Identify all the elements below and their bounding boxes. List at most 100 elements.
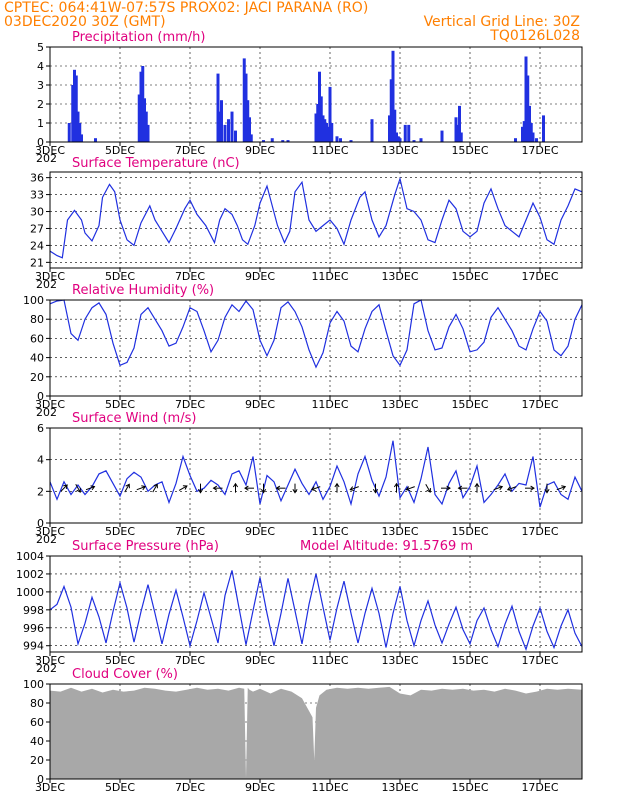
precip-bar <box>389 79 393 142</box>
x-tick-label: 17DEC <box>521 270 558 283</box>
precip-bar <box>330 123 334 142</box>
panels: 0 1 2 3 4 5 3DEC 5DEC 7DEC 9DEC 11DEC 13DEC 15DEC 17D… <box>16 30 583 794</box>
precip-bar <box>388 115 391 142</box>
x-tick-label: 5DEC <box>105 654 135 667</box>
x-tick-label: 13DEC <box>381 270 418 283</box>
header-grid-note: Vertical Grid Line: 30Z <box>424 14 580 30</box>
precip-bar <box>270 138 274 142</box>
precip-bar <box>216 73 220 142</box>
precip-bar <box>398 138 402 142</box>
precip-bar <box>542 115 545 142</box>
precip-bar <box>78 123 82 142</box>
header-model-id: TQ0126L028 <box>489 28 580 44</box>
wind-arrow <box>372 483 379 494</box>
precip-bar <box>262 140 265 142</box>
y-tick-label: 1 <box>37 117 44 130</box>
x-tick-label: 13DEC <box>381 144 418 157</box>
precip-bar <box>528 105 531 142</box>
panel-frame <box>49 171 583 269</box>
wind-arrow <box>474 482 480 493</box>
x-tick-label: 15DEC <box>451 525 488 538</box>
x-tick-label: 5DEC <box>105 781 135 794</box>
precip-bar <box>223 124 227 142</box>
wind-arrow-shaft <box>124 484 130 493</box>
precip-bar <box>146 124 150 142</box>
precip-bar <box>220 100 223 142</box>
precip-bar <box>328 86 332 142</box>
panel-title: Surface Temperature (nC) <box>72 156 240 171</box>
precip-bar <box>407 124 411 142</box>
precip-bar <box>80 134 83 142</box>
panel-title: Precipitation (mm/h) <box>72 30 205 45</box>
wind-arrow <box>349 486 359 492</box>
cloud-cover-area <box>50 686 582 779</box>
precip-bar <box>71 85 75 142</box>
wind-arrow <box>292 483 298 494</box>
y-tick-label: 100 <box>23 294 44 307</box>
wind-arrow-head <box>405 486 411 492</box>
wind-arrow-head <box>393 482 400 488</box>
panel-0: 0 1 2 3 4 5 3DEC 5DEC 7DEC 9DEC 11DEC 13DEC 15DEC 17D… <box>35 30 583 165</box>
wind-arrow <box>244 485 254 491</box>
precip-bar <box>227 119 230 142</box>
precip-bar <box>403 124 407 142</box>
wind-arrow-head <box>125 483 130 489</box>
wind-arrow-head <box>426 488 431 493</box>
precip-bar <box>521 126 524 142</box>
wind-arrow <box>152 483 158 493</box>
y-tick-label: 21 <box>30 256 44 269</box>
precip-bar <box>458 105 461 142</box>
y-tick-label: 1002 <box>16 568 44 581</box>
wind-arrow <box>85 485 96 491</box>
precip-bar <box>286 140 290 142</box>
x-tick-label: 17DEC <box>521 525 558 538</box>
precip-bar <box>419 138 423 142</box>
y-tick-label: 2 <box>37 98 44 111</box>
wind-arrow-shaft <box>178 485 188 491</box>
y-tick-label: 998 <box>23 604 44 617</box>
precip-bar <box>396 136 400 142</box>
wind-arrow-shaft <box>85 486 95 491</box>
x-tick-label: 3DEC <box>35 270 65 283</box>
wind-arrow-head <box>141 485 147 491</box>
panel-5: 0 20 40 60 80 100 3DEC 5DEC 7DEC 9DEC 11DEC 13DEC 15… <box>23 667 583 794</box>
panel-title: Cloud Cover (%) <box>72 667 178 682</box>
x-tick-label: 15DEC <box>451 270 488 283</box>
wind-arrow <box>334 482 340 493</box>
wind-arrow-head <box>446 485 451 491</box>
wind-arrow-head <box>212 485 218 491</box>
precip-bar <box>535 138 538 142</box>
y-tick-label: 0 <box>37 136 44 149</box>
wind-arrow-head <box>561 485 567 491</box>
wind-arrow-head <box>182 485 188 490</box>
panel-1: 21 24 27 30 33 36 3DEC 5DEC 7DEC 9DEC 11DEC 13DEC 15… <box>30 156 583 291</box>
wind-arrow <box>136 485 147 491</box>
wind-arrow-head <box>457 485 463 491</box>
x-tick-label: 15DEC <box>451 654 488 667</box>
precip-bar <box>339 138 342 142</box>
wind-arrow-shaft <box>152 484 158 493</box>
precip-bar <box>94 138 97 142</box>
y-tick-label: 40 <box>30 352 44 365</box>
wind-arrow <box>457 485 468 491</box>
x-tick-label: 15DEC <box>451 398 488 411</box>
y-tick-label: 994 <box>23 640 44 653</box>
panel-title: Surface Pressure (hPa) <box>72 539 219 554</box>
precip-bar <box>246 100 250 142</box>
x-tick-label: 11DEC <box>311 781 348 794</box>
panel-title: Surface Wind (m/s) <box>72 411 196 426</box>
precip-bar <box>218 111 222 142</box>
y-tick-label: 1004 <box>16 550 44 563</box>
precip-bar <box>144 111 148 142</box>
wind-arrow-head <box>310 486 316 492</box>
precip-bar <box>529 123 533 142</box>
wind-arrow <box>60 484 68 492</box>
precip-bar <box>139 71 143 142</box>
x-tick-label: 17DEC <box>521 398 558 411</box>
x-tick-label: 15DEC <box>451 781 488 794</box>
wind-arrow-head <box>90 485 96 491</box>
precip-bar <box>326 126 330 142</box>
precip-bar <box>244 73 248 142</box>
panel-frame <box>49 427 583 524</box>
precip-bar <box>316 104 320 142</box>
